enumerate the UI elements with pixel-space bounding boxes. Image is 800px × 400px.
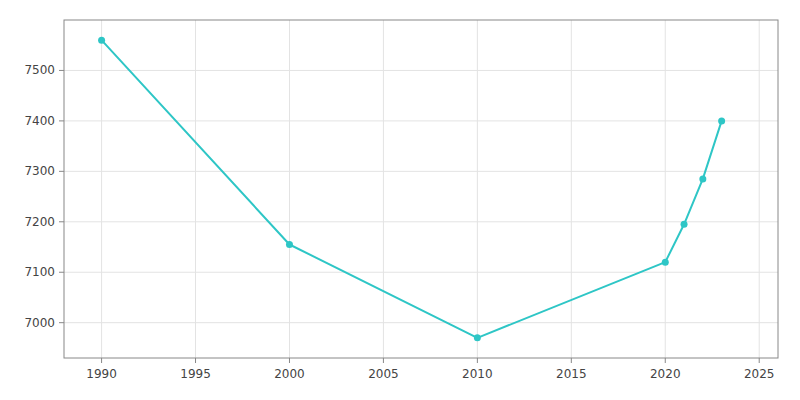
plot-frame [64, 20, 778, 358]
y-tick-label: 7000 [24, 316, 55, 330]
x-tick-label: 2000 [274, 367, 305, 381]
point [98, 37, 105, 44]
y-tick-label: 7200 [24, 215, 55, 229]
x-tick-label: 1990 [86, 367, 117, 381]
axes: 1990 1995 2000 2005 2010 2015 2020 2025 7000 7100… [24, 63, 774, 381]
x-tick-label: 2015 [556, 367, 587, 381]
x-tick [477, 358, 478, 363]
point [662, 259, 669, 266]
y-tick [59, 322, 64, 323]
y-tick [59, 120, 64, 121]
x-tick [571, 358, 572, 363]
x-tick [101, 358, 102, 363]
point [286, 241, 293, 248]
series [98, 37, 725, 342]
x-tick [759, 358, 760, 363]
chart-container: 1990 1995 2000 2005 2010 2015 2020 2025 7000 7100… [0, 0, 800, 400]
y-grid-line [64, 171, 778, 172]
x-tick-label: 2020 [650, 367, 681, 381]
line [102, 40, 722, 338]
y-tick [59, 70, 64, 71]
y-tick [59, 221, 64, 222]
x-tick-label: 2010 [462, 367, 493, 381]
y-tick-label: 7400 [24, 114, 55, 128]
chart: 1990 1995 2000 2005 2010 2015 2020 2025 7000 7100… [0, 0, 800, 400]
x-tick-label: 1995 [180, 367, 211, 381]
point [474, 334, 481, 341]
x-tick [195, 358, 196, 363]
y-grid-line [64, 221, 778, 222]
x-tick [383, 358, 384, 363]
y-grid-line [64, 322, 778, 323]
x-tick [665, 358, 666, 363]
y-tick-label: 7100 [24, 265, 55, 279]
point [718, 117, 725, 124]
y-grid-line [64, 272, 778, 273]
y-tick [59, 272, 64, 273]
plot-area [64, 20, 778, 358]
x-tick [289, 358, 290, 363]
grid [64, 20, 778, 358]
y-grid-line [64, 70, 778, 71]
y-tick [59, 171, 64, 172]
point [681, 221, 688, 228]
x-tick-label: 2005 [368, 367, 399, 381]
point [699, 175, 706, 182]
y-tick-label: 7500 [24, 63, 55, 77]
y-tick-label: 7300 [24, 164, 55, 178]
x-tick-label: 2025 [744, 367, 775, 381]
y-grid-line [64, 120, 778, 121]
